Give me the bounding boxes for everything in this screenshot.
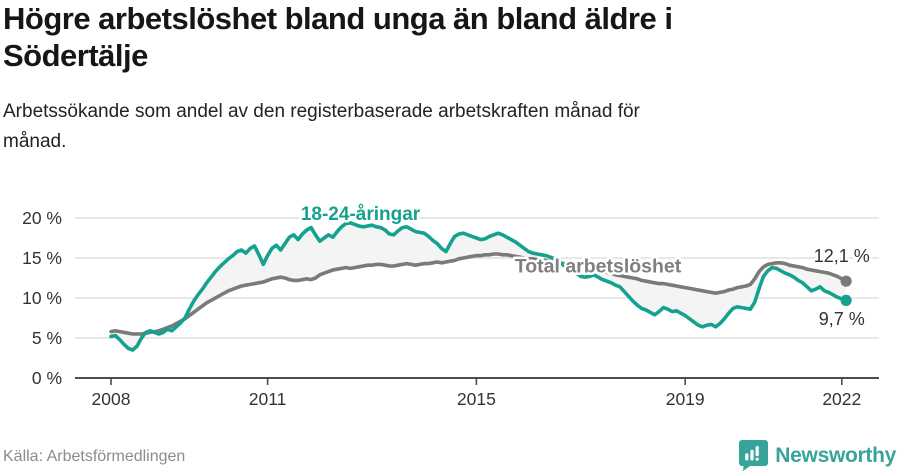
page-title-line-2: Södertälje (3, 38, 148, 73)
x-tick-label-2011: 2011 (249, 389, 287, 409)
series-end-dot-total (840, 275, 852, 287)
label-end-total: 12,1 % (814, 246, 870, 266)
newsworthy-brand-link[interactable]: Newsworthy (739, 440, 896, 471)
chart-subtitle-line-1: Arbetssökande som andel av den registerb… (3, 101, 640, 122)
line-chart: 2008 2011 2015 2019 2022 0 % 5 % 10 % 15 % 20 % 18… (0, 195, 900, 440)
x-tick-label-2019: 2019 (666, 389, 705, 409)
label-end-young: 9,7 % (819, 309, 865, 329)
y-tick-label-0: 0 % (32, 368, 62, 388)
source-note: Källa: Arbetsförmedlingen (3, 448, 186, 465)
page-title-line-1: Högre arbetslöshet bland unga än bland ä… (3, 1, 673, 36)
newsworthy-brand-name: Newsworthy (775, 443, 896, 467)
chart-subtitle: Arbetssökande som andel av den registerb… (3, 97, 863, 157)
label-young: 18-24-åringar (301, 204, 421, 225)
series-line-young (109, 220, 848, 352)
chart-subtitle-line-2: månad. (3, 131, 67, 152)
y-tick-label-10: 10 % (22, 288, 62, 308)
fill-between-series (111, 222, 847, 350)
series-line-total (109, 252, 848, 336)
series-end-dot-young (840, 294, 852, 306)
x-tick-label-2022: 2022 (822, 389, 861, 409)
newsworthy-badge-icon (739, 440, 769, 471)
y-tick-label-5: 5 % (32, 328, 62, 348)
label-total: Total arbetslöshet (515, 255, 682, 277)
y-tick-label-15: 15 % (22, 248, 62, 268)
page-title: Högre arbetslöshet bland unga än bland ä… (3, 0, 887, 74)
y-tick-label-20: 20 % (22, 208, 62, 228)
x-tick-label-2015: 2015 (457, 389, 496, 409)
line-chart-svg: 2008 2011 2015 2019 2022 0 % 5 % 10 % 15 % 20 % 18… (22, 202, 879, 409)
x-tick-label-2008: 2008 (92, 389, 131, 409)
